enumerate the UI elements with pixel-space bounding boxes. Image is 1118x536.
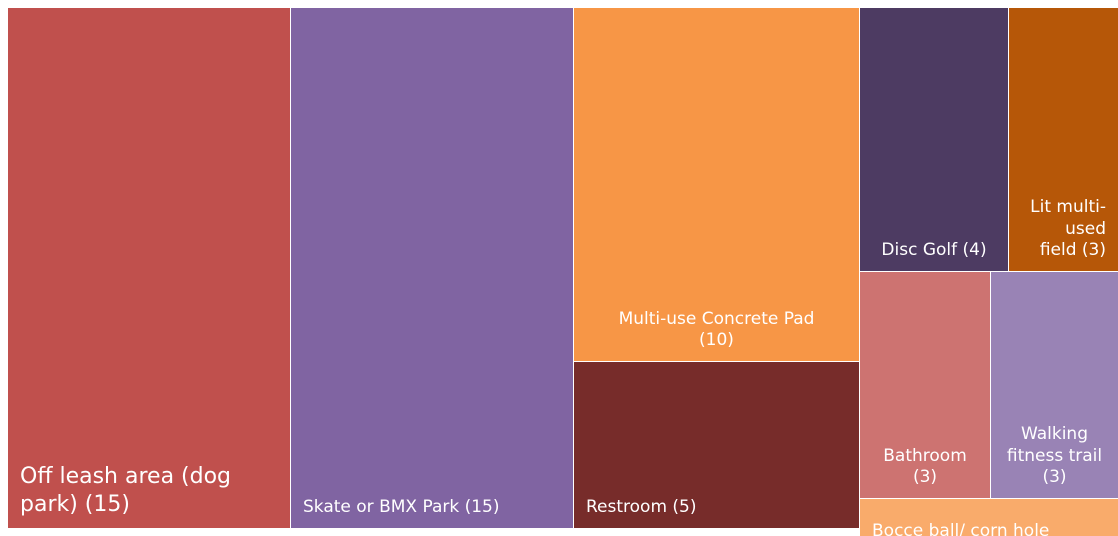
- treemap-tile-label: Bathroom (3): [864, 446, 986, 489]
- treemap-tile: Off leash area (dog park) (15): [8, 8, 290, 528]
- treemap-tile-label-line: Multi-use Concrete Pad: [618, 308, 815, 329]
- treemap-tile-label: Restroom (5): [586, 497, 855, 518]
- treemap-tile-label-line: Restroom (5): [586, 496, 697, 517]
- treemap-tile-label: Skate or BMX Park (15): [303, 497, 569, 518]
- treemap-tile: Multi-use Concrete Pad (10): [574, 8, 859, 361]
- treemap-tile-label-line: Off leash area (dog: [20, 464, 232, 489]
- treemap-tile-label-line: Skate or BMX Park (15): [303, 496, 500, 517]
- treemap-tile-label-line: park) (15): [20, 491, 130, 517]
- treemap-tile-label-line: (3): [912, 466, 938, 487]
- treemap-tile-label-line: (10): [699, 329, 734, 350]
- treemap-tile: Bathroom (3): [860, 272, 990, 498]
- treemap-tile-label: Multi-use Concrete Pad (10): [578, 309, 855, 352]
- treemap-tile-label: Disc Golf (4): [864, 240, 1004, 261]
- treemap-tile-label-line: (3): [1042, 466, 1067, 487]
- treemap-tile: Walking fitness trail (3): [991, 272, 1118, 498]
- treemap-tile-label-line: Lit multi-: [1030, 197, 1106, 218]
- treemap-tile: Skate or BMX Park (15): [291, 8, 573, 528]
- treemap-tile-label-line: fitness trail: [1006, 445, 1103, 466]
- treemap-tile-label: Bocce ball/ corn hole: [872, 521, 1114, 536]
- treemap-tile-label-line: field (3): [1039, 239, 1106, 260]
- treemap-tile-label-line: used: [1065, 218, 1106, 239]
- treemap-tile-label-line: Walking: [1021, 424, 1088, 445]
- treemap-tile-label: Walking fitness trail (3): [995, 424, 1114, 488]
- treemap-tile-label: Lit multi-used field (3): [1013, 197, 1106, 261]
- treemap-tile: Bocce ball/ corn hole: [860, 499, 1118, 536]
- treemap-tile-label: Off leash area (dog park) (15): [20, 463, 286, 518]
- treemap-tile-label-line: Bathroom: [883, 445, 967, 466]
- treemap-tile: Lit multi-used field (3): [1009, 8, 1118, 271]
- treemap-tile-label-line: Bocce ball/ corn hole: [872, 520, 1050, 536]
- treemap-tile-label-line: Disc Golf (4): [881, 239, 987, 260]
- treemap-tile: Disc Golf (4): [860, 8, 1008, 271]
- treemap-tile: Restroom (5): [574, 362, 859, 528]
